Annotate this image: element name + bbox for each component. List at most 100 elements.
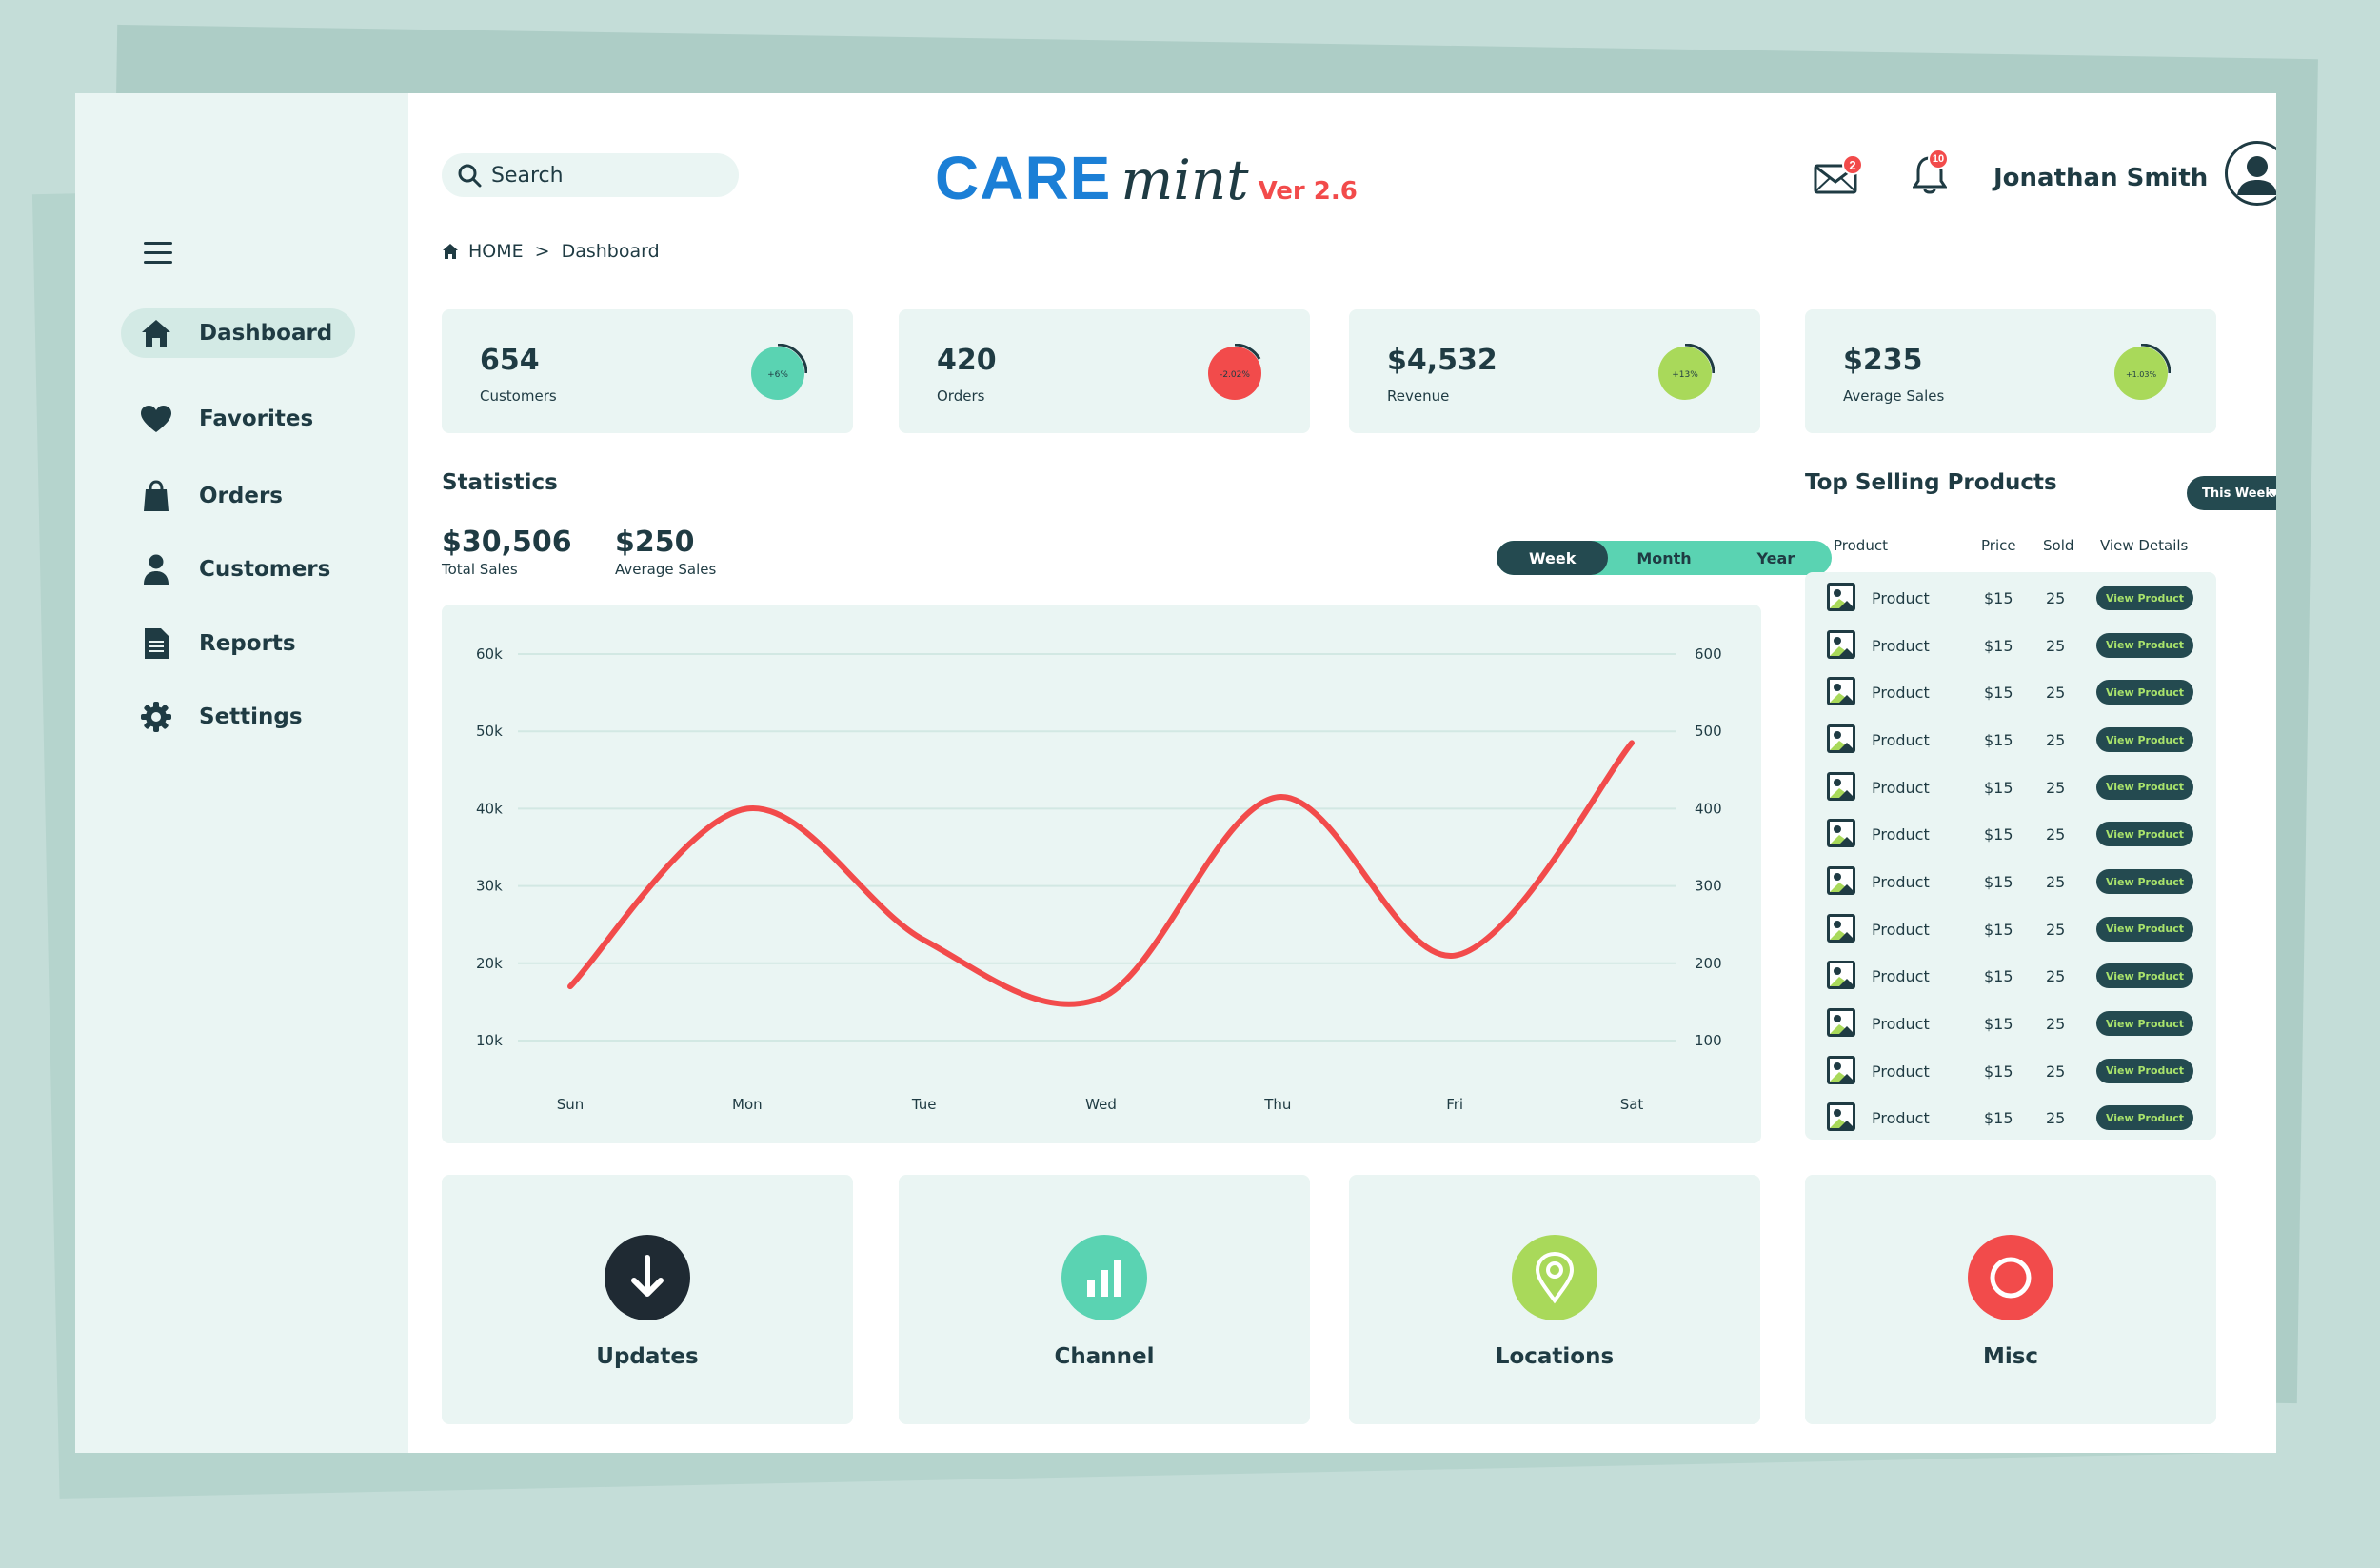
- product-sold: 25: [2046, 1062, 2066, 1081]
- table-row: Product $15 25 View Product: [1805, 909, 2216, 947]
- x-axis-tick: Wed: [1085, 1096, 1117, 1113]
- view-product-button[interactable]: View Product: [2096, 1011, 2193, 1036]
- statistics-title: Statistics: [442, 470, 558, 495]
- dropdown-value: This Week: [2202, 486, 2273, 501]
- period-week[interactable]: Week: [1497, 541, 1609, 575]
- product-image-icon: [1827, 629, 1855, 659]
- x-axis-tick: Thu: [1263, 1096, 1291, 1113]
- stat-change: -2.02%: [1220, 370, 1250, 380]
- stat-card-average-sales[interactable]: $235 Average Sales +1.03%: [1805, 309, 2216, 433]
- period-month[interactable]: Month: [1636, 548, 1692, 567]
- average-sales-label: Average Sales: [615, 561, 717, 578]
- product-image-icon: [1827, 819, 1855, 848]
- tile-label: Channel: [1054, 1344, 1155, 1369]
- search-bar[interactable]: Search: [442, 153, 739, 197]
- stat-card-orders[interactable]: 420 Orders -2.02%: [899, 309, 1310, 433]
- search-input[interactable]: Search: [491, 163, 564, 188]
- table-row: Product $15 25 View Product: [1805, 956, 2216, 994]
- view-product-button[interactable]: View Product: [2096, 916, 2193, 942]
- progress-ring: +6%: [748, 343, 808, 403]
- product-price: $15: [1984, 967, 2013, 986]
- column-header-view-details: View Details: [2100, 537, 2189, 554]
- user-name[interactable]: Jonathan Smith: [1993, 164, 2209, 192]
- product-name: Product: [1872, 589, 1930, 607]
- view-product-button[interactable]: View Product: [2096, 586, 2193, 610]
- tile-locations[interactable]: Locations: [1349, 1175, 1760, 1424]
- period-dropdown[interactable]: This Week: [2187, 476, 2276, 510]
- sidebar-item-reports[interactable]: Reports: [121, 619, 319, 668]
- period-toggle[interactable]: Week Month Year: [1497, 541, 1832, 575]
- stat-label: Orders: [937, 387, 985, 405]
- table-row: Product $15 25 View Product: [1805, 672, 2216, 710]
- notifications-button[interactable]: 10: [1912, 149, 1953, 198]
- product-name: Product: [1872, 636, 1930, 655]
- sidebar-item-orders[interactable]: Orders: [121, 471, 306, 521]
- product-price: $15: [1984, 873, 2013, 891]
- search-icon: [458, 164, 482, 188]
- home-icon[interactable]: [442, 243, 459, 260]
- sidebar-item-label: Favorites: [199, 407, 314, 431]
- sidebar-item-customers[interactable]: Customers: [121, 545, 353, 594]
- product-price: $15: [1984, 920, 2013, 939]
- product-image-icon: [1827, 961, 1855, 990]
- bar-chart-icon: [1061, 1235, 1147, 1320]
- product-price: $15: [1984, 1062, 2013, 1081]
- product-image-icon: [1827, 724, 1855, 753]
- tile-updates[interactable]: Updates: [442, 1175, 853, 1424]
- view-product-button[interactable]: View Product: [2096, 1105, 2193, 1131]
- view-product-button[interactable]: View Product: [2096, 632, 2193, 658]
- product-name: Product: [1872, 920, 1930, 939]
- sidebar-item-label: Dashboard: [199, 321, 333, 346]
- view-product-button[interactable]: View Product: [2096, 1058, 2193, 1083]
- product-image-icon: [1827, 771, 1855, 801]
- product-sold: 25: [2046, 967, 2066, 986]
- tile-misc[interactable]: Misc: [1805, 1175, 2216, 1424]
- view-product-button[interactable]: View Product: [2096, 822, 2193, 847]
- product-price: $15: [1984, 1109, 2013, 1128]
- sidebar-item-label: Orders: [199, 484, 283, 508]
- line-chart: 60k 600 50k 500 40k 400 30k 300 20k 200 10k 100 Sun M…: [476, 645, 1722, 1113]
- view-product-button[interactable]: View Product: [2096, 869, 2193, 894]
- sidebar-item-settings[interactable]: Settings: [121, 692, 326, 742]
- breadcrumb-separator: >: [534, 241, 550, 262]
- total-sales-label: Total Sales: [442, 561, 518, 578]
- table-row: Product $15 25 View Product: [1805, 767, 2216, 805]
- period-year[interactable]: Year: [1756, 548, 1795, 567]
- product-image-icon: [1827, 1102, 1855, 1132]
- sidebar-item-dashboard[interactable]: Dashboard: [121, 308, 356, 358]
- product-name: Product: [1872, 731, 1930, 749]
- view-product-button[interactable]: View Product: [2096, 774, 2193, 800]
- sidebar: Dashboard Favorites Orders Customers Rep: [75, 93, 408, 1453]
- hamburger-menu-icon[interactable]: [144, 242, 172, 267]
- document-icon: [140, 627, 172, 660]
- y-axis-tick-left: 40k: [476, 800, 503, 817]
- product-table: Product $15 25 View Product Product $15 25 View…: [1805, 572, 2216, 1140]
- table-row: Product $15 25 View Product: [1805, 578, 2216, 616]
- stat-change: +6%: [767, 370, 788, 380]
- y-axis-tick-right: 400: [1695, 800, 1722, 817]
- product-image-icon: [1827, 677, 1855, 706]
- avatar[interactable]: [2225, 141, 2276, 206]
- sidebar-item-favorites[interactable]: Favorites: [121, 394, 336, 444]
- view-product-button[interactable]: View Product: [2096, 963, 2193, 989]
- product-price: $15: [1984, 731, 2013, 749]
- view-product-button[interactable]: View Product: [2096, 727, 2193, 752]
- product-image-icon: [1827, 583, 1855, 611]
- breadcrumb-home[interactable]: HOME: [468, 241, 524, 262]
- view-product-button[interactable]: View Product: [2096, 680, 2193, 705]
- mail-button[interactable]: 2: [1814, 154, 1863, 198]
- total-sales-value: $30,506: [442, 526, 572, 559]
- x-axis-tick: Fri: [1446, 1096, 1463, 1113]
- y-axis-tick-left: 30k: [476, 878, 503, 895]
- tile-channel[interactable]: Channel: [899, 1175, 1310, 1424]
- home-icon: [140, 317, 172, 349]
- heart-icon: [140, 403, 172, 435]
- product-price: $15: [1984, 1015, 2013, 1033]
- product-image-icon: [1827, 866, 1855, 895]
- product-name: Product: [1872, 778, 1930, 797]
- stat-card-customers[interactable]: 654 Customers +6%: [442, 309, 853, 433]
- y-axis-tick-left: 60k: [476, 645, 503, 663]
- table-row: Product $15 25 View Product: [1805, 1098, 2216, 1136]
- product-price: $15: [1984, 589, 2013, 607]
- stat-card-revenue[interactable]: $4,532 Revenue +13%: [1349, 309, 1760, 433]
